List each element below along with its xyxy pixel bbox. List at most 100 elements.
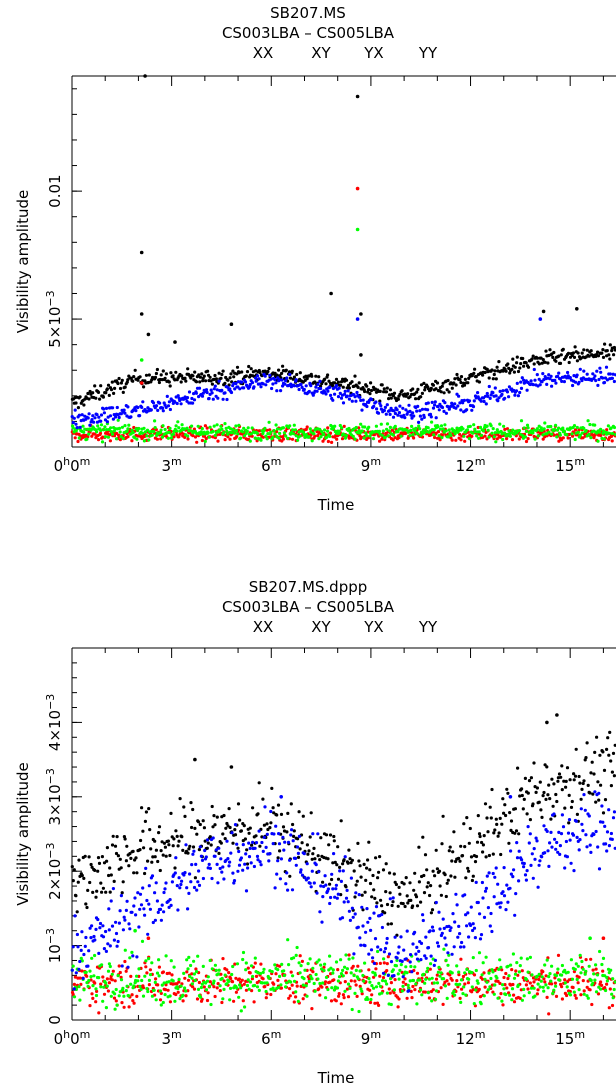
data-point-yx	[487, 971, 491, 975]
data-point-yx	[490, 431, 494, 435]
data-point-xy	[269, 992, 273, 997]
data-point-xy	[550, 982, 554, 986]
data-point-yy	[343, 855, 347, 859]
data-point-yx	[253, 956, 257, 960]
data-point-yx	[208, 958, 212, 963]
data-point-yy	[208, 866, 212, 871]
data-point-xy	[250, 434, 254, 438]
data-point-yx	[159, 1003, 163, 1007]
data-point-xy	[528, 981, 532, 985]
data-point-xx	[504, 813, 508, 818]
data-point-yx	[489, 424, 493, 428]
data-point-xy	[385, 969, 389, 973]
data-point-xy	[172, 435, 176, 439]
data-point-xy	[144, 965, 148, 969]
data-point-yx	[552, 988, 556, 992]
data-point-yx	[140, 431, 145, 435]
data-point-xy	[372, 975, 376, 979]
data-point-xx	[505, 787, 509, 791]
data-point-xx	[324, 833, 329, 837]
data-point-yy	[528, 832, 532, 836]
data-point-xx	[353, 895, 357, 899]
data-point-yx	[137, 426, 141, 431]
data-point-yy	[351, 915, 355, 919]
data-point-yy	[86, 964, 90, 968]
data-point-yx	[157, 974, 161, 978]
data-point-yy	[128, 927, 132, 931]
data-point-xx	[157, 831, 161, 835]
data-point-xx	[533, 785, 537, 789]
data-point-yy	[213, 384, 217, 388]
data-point-xx	[381, 868, 386, 872]
data-point-xx	[386, 922, 390, 926]
data-point-yy	[365, 907, 369, 911]
data-point-yx	[457, 970, 461, 974]
data-point-yy	[578, 367, 582, 371]
data-point-yx	[250, 426, 254, 430]
data-point-xy	[354, 983, 358, 987]
data-point-yx	[106, 969, 111, 973]
data-point-yy	[297, 834, 301, 839]
data-point-xx	[549, 817, 553, 821]
data-point-yy	[369, 948, 374, 952]
data-point-xx	[364, 878, 368, 883]
data-point-xx	[221, 832, 225, 836]
data-point-yx	[526, 970, 530, 974]
data-point-xx	[123, 385, 127, 389]
data-point-yx	[598, 949, 602, 954]
data-point-yx	[161, 424, 165, 428]
data-point-xy	[589, 957, 593, 961]
data-point-yx	[139, 358, 144, 362]
data-point-yx	[80, 959, 84, 963]
data-point-xy	[213, 994, 217, 999]
data-point-yy	[141, 886, 145, 890]
data-point-xx	[589, 349, 593, 353]
series-yx	[70, 227, 616, 444]
data-point-yy	[449, 926, 453, 930]
data-point-yy	[472, 926, 477, 930]
data-point-xx	[162, 841, 166, 845]
data-point-xx	[215, 815, 219, 819]
data-point-xy	[571, 434, 575, 438]
data-point-xx	[118, 386, 123, 391]
data-point-yx	[418, 427, 422, 431]
data-point-yx	[439, 971, 443, 975]
data-point-xy	[186, 437, 190, 441]
data-point-yx	[475, 434, 479, 438]
data-point-yx	[517, 429, 522, 433]
data-point-xx	[191, 374, 195, 378]
data-point-xx	[526, 365, 531, 369]
data-point-yx	[495, 976, 499, 980]
data-point-xx	[96, 390, 101, 394]
data-point-yy	[484, 402, 488, 406]
data-point-xx	[449, 874, 453, 878]
data-point-yy	[346, 389, 350, 393]
data-point-yy	[74, 971, 78, 975]
data-point-xy	[246, 966, 250, 970]
data-point-yx	[455, 964, 459, 968]
data-point-xy	[459, 438, 463, 442]
data-point-yy	[246, 866, 250, 870]
data-point-yy	[498, 905, 502, 909]
data-point-yx	[362, 979, 366, 983]
data-point-xy	[226, 435, 230, 439]
data-point-yy	[389, 960, 394, 964]
data-point-yy	[145, 898, 149, 903]
data-point-yy	[337, 386, 341, 390]
data-point-yx	[336, 979, 340, 983]
data-point-xx	[373, 896, 377, 901]
data-point-yx	[568, 993, 573, 997]
data-point-xy	[450, 978, 454, 982]
data-point-xx	[198, 822, 202, 827]
data-point-xy	[455, 979, 459, 983]
data-point-xx	[258, 844, 262, 848]
data-point-yy	[343, 392, 347, 396]
data-point-xy	[300, 959, 304, 964]
data-point-yy	[88, 926, 92, 930]
data-point-xy	[573, 428, 578, 432]
data-point-xy	[323, 980, 328, 984]
data-point-yy	[549, 374, 553, 378]
data-point-yy	[580, 379, 584, 383]
data-point-xx	[309, 811, 313, 815]
data-point-yx	[304, 984, 308, 988]
